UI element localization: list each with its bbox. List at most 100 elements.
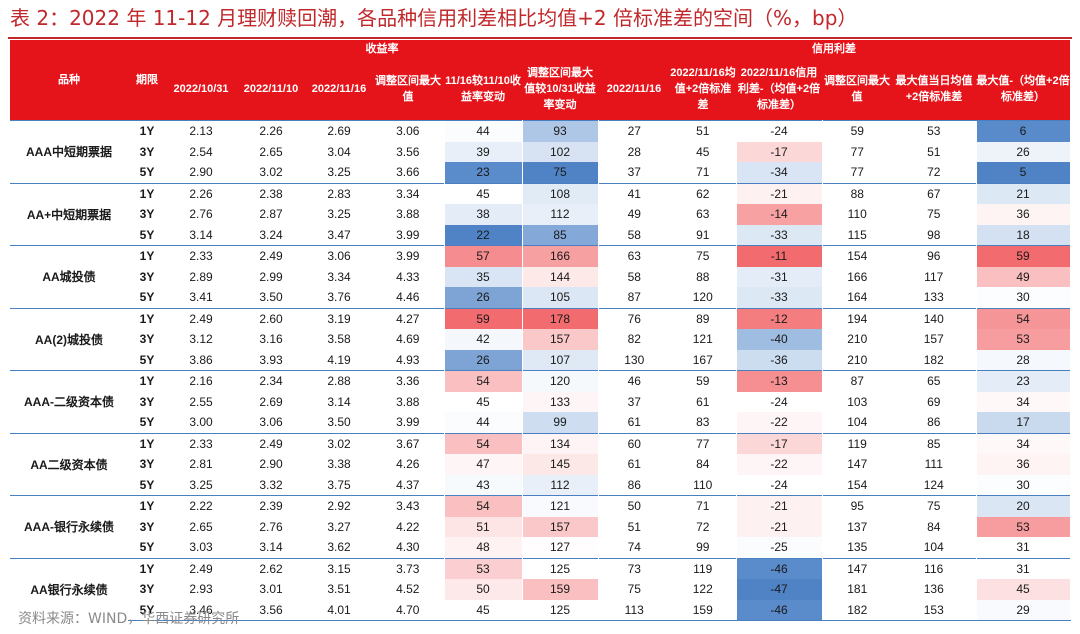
value-cell: 112 — [521, 204, 599, 225]
value-cell: 210 — [847, 352, 868, 367]
term-cell: 5Y — [139, 540, 155, 555]
value-cell: 18 — [975, 224, 1071, 246]
value-cell: 3.01 — [259, 582, 283, 597]
value-cell: 3.75 — [327, 477, 351, 492]
term-cell: 1Y — [128, 182, 166, 204]
value-cell: 3.19 — [306, 307, 372, 329]
value-cell: 82 — [627, 332, 641, 347]
value-cell: 86 — [927, 415, 941, 430]
value-cell: 181 — [847, 582, 868, 597]
value-cell: -36 — [735, 349, 823, 371]
value-cell: 117 — [924, 269, 944, 284]
value-cell: -12 — [735, 307, 823, 329]
table-header: 品种 期限 收益率 信用利差 2022/10/31 2022/11/10 202… — [10, 40, 1070, 121]
value-cell: -13 — [735, 370, 823, 392]
value-cell: 62 — [670, 182, 736, 204]
header-group-row: 品种 期限 收益率 信用利差 — [10, 40, 1070, 121]
value-cell: -14 — [735, 204, 823, 225]
value-cell: 49 — [627, 207, 641, 222]
value-cell: -21 — [735, 495, 823, 517]
value-cell: 3.25 — [189, 477, 213, 492]
table-row: 3Y 2.93 3.01 3.51 4.52 50 159 75 122 -47 181 136 45 — [10, 579, 1071, 600]
value-cell: 178 — [521, 307, 599, 329]
value-cell: 4.19 — [327, 352, 351, 367]
value-cell: 4.52 — [396, 582, 420, 597]
value-cell: 166 — [847, 269, 868, 284]
value-cell: 23 — [975, 370, 1071, 392]
value-cell: -24 — [735, 120, 823, 142]
value-cell: 164 — [847, 290, 868, 305]
value-cell: 59 — [443, 307, 523, 329]
header-col: 2022/11/10 — [236, 58, 306, 121]
product-name-cell: AA二级资本债 — [10, 432, 128, 496]
value-cell: 22 — [443, 224, 523, 246]
value-cell: 3.67 — [372, 432, 444, 454]
value-cell: 71 — [670, 495, 736, 517]
value-cell: 45 — [443, 599, 523, 621]
value-cell: 75 — [521, 162, 599, 183]
value-cell: 96 — [892, 245, 976, 267]
value-cell: 133 — [521, 391, 599, 412]
value-cell: -21 — [735, 182, 823, 204]
value-cell: -46 — [735, 599, 823, 621]
header-col: 2022/11/16 — [306, 58, 372, 121]
value-cell: 76 — [598, 307, 670, 329]
value-cell: 157 — [521, 329, 599, 350]
value-cell: 3.34 — [327, 269, 351, 284]
value-cell: 3.56 — [396, 144, 420, 159]
value-cell: 3.06 — [372, 120, 444, 142]
table-row: AA二级资本债 1Y 2.33 2.49 3.02 3.67 54 134 60 77 -17 119… — [10, 432, 1071, 496]
table-row: AA银行永续债 1Y 2.49 2.62 3.15 3.73 53 125 73 119 -46 14… — [10, 557, 1071, 621]
value-cell: 4.93 — [396, 352, 420, 367]
value-cell: 210 — [847, 332, 868, 347]
value-cell: 74 — [627, 540, 641, 555]
value-cell: 50 — [443, 579, 523, 600]
value-cell: 57 — [443, 245, 523, 267]
value-cell: 59 — [670, 370, 736, 392]
value-cell: 2.89 — [189, 269, 213, 284]
term-cell: 5Y — [139, 290, 155, 305]
value-cell: 111 — [924, 457, 943, 472]
value-cell: 154 — [847, 477, 868, 492]
value-cell: 3.06 — [306, 245, 372, 267]
value-cell: 153 — [892, 599, 976, 621]
value-cell: 53 — [443, 557, 523, 579]
value-cell: 3.46 — [166, 599, 236, 621]
term-cell: 1Y — [128, 120, 166, 142]
value-cell: 3.66 — [396, 165, 420, 180]
value-cell: 36 — [975, 204, 1071, 225]
term-cell: 3Y — [139, 394, 155, 409]
value-cell: 63 — [598, 245, 670, 267]
value-cell: 4.30 — [396, 540, 420, 555]
value-cell: 3.04 — [327, 144, 351, 159]
page-title: 表 2：2022 年 11-12 月理财赎回潮，各品种信用利差相比均值+2 倍标… — [10, 6, 858, 30]
value-cell: 44 — [443, 412, 523, 433]
header-term: 期限 — [128, 40, 166, 121]
value-cell: 51 — [927, 144, 941, 159]
value-cell: 84 — [696, 457, 710, 472]
value-cell: 2.76 — [189, 207, 213, 222]
value-cell: 104 — [923, 540, 944, 555]
term-cell: 3Y — [139, 144, 155, 159]
value-cell: 3.88 — [396, 207, 420, 222]
value-cell: 3.93 — [259, 352, 283, 367]
value-cell: 51 — [627, 519, 641, 534]
product-name-cell: AAA-银行永续债 — [10, 495, 128, 558]
value-cell: 85 — [892, 432, 976, 454]
table-row: 3Y 2.81 2.90 3.38 4.26 47 145 61 84 -22 147 111 36 — [10, 454, 1071, 475]
term-cell: 3Y — [139, 519, 155, 534]
table-row: 5Y 2.90 3.02 3.25 3.66 23 75 37 71 -34 77 72 5 — [10, 162, 1071, 183]
value-cell: -47 — [735, 579, 823, 600]
value-cell: 43 — [443, 474, 523, 496]
value-cell: 30 — [975, 287, 1071, 308]
product-name-cell: AAA-二级资本债 — [10, 370, 128, 433]
value-cell: 124 — [923, 477, 944, 492]
value-cell: 26 — [975, 141, 1071, 162]
value-cell: 2.65 — [259, 144, 283, 159]
product-name-cell: AA+中短期票据 — [10, 182, 128, 246]
value-cell: 83 — [696, 415, 710, 430]
value-cell: 3.14 — [259, 540, 283, 555]
value-cell: 3.24 — [259, 227, 283, 242]
header-col: 2022/11/16信用利差-（均值+2倍标准差） — [736, 58, 822, 121]
term-cell: 1Y — [128, 245, 166, 267]
